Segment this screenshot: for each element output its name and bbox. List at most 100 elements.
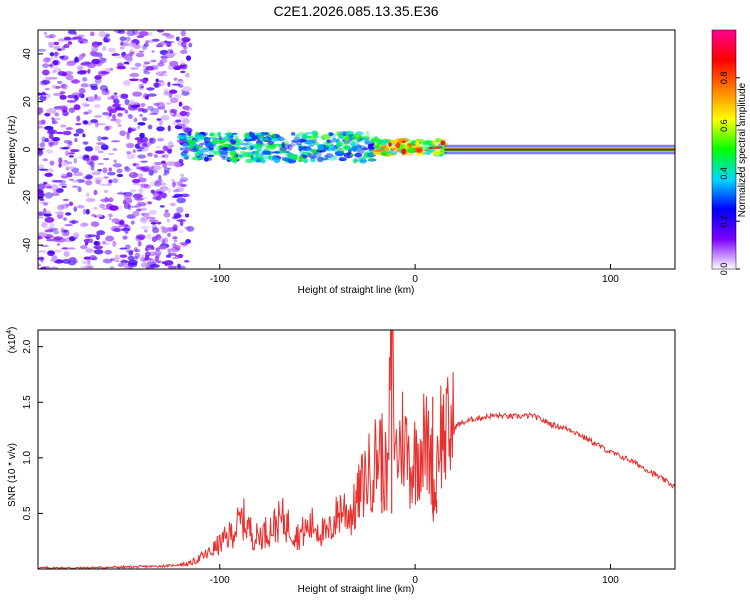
heatmap-cell [56,131,64,135]
heatmap-cell [160,115,170,121]
heatmap-cell [62,198,69,202]
heatmap-cell [56,243,61,246]
heatmap-cell [99,198,109,202]
heatmap-cell [434,137,442,143]
heatmap-cell [184,213,190,218]
heatmap-cell [107,152,115,155]
colorbar-tick-label: 0.8 [719,72,729,85]
heatmap-cell [223,157,232,161]
heatmap-cell [143,71,151,75]
heatmap-cell [108,217,112,220]
heatmap-cell [177,181,183,187]
heatmap-cell [339,133,343,138]
heatmap-cell [112,240,117,247]
heatmap-cell [90,119,98,123]
heatmap-cell [93,176,104,182]
heatmap-cell [68,151,75,155]
heatmap-cell [165,34,175,39]
heatmap-cell [119,46,125,50]
heatmap-cell [428,140,434,144]
heatmap-cell [168,92,173,99]
heatmap-cell [267,141,275,145]
heatmap-cell [67,94,78,99]
heatmap-cell [89,50,97,57]
heatmap-cell [45,76,55,80]
colorbar-tick-label: 0.4 [719,167,729,180]
heatmap-cell [119,219,125,226]
heatmap-cell [174,94,182,98]
heatmap-cell [316,156,324,163]
heatmap-cell [256,157,261,163]
heatmap-cell [111,257,121,261]
heatmap-cell [139,132,145,138]
heatmap-cell [408,143,418,147]
heatmap-cell [184,107,193,111]
heatmap-cell [140,160,149,163]
heatmap-cell [305,132,315,135]
heatmap-cell [61,258,71,264]
heatmap-cell [276,137,286,142]
heatmap-cell [180,49,188,54]
heatmap-cell [428,146,434,149]
heatmap-cell [440,151,445,155]
heatmap-cell [87,109,93,114]
heatmap-cell [89,31,95,37]
heatmap-cell [152,191,162,197]
heatmap-cell [112,228,121,232]
heatmap-cell [297,159,305,162]
spectrogram-y-label: Frequency (Hz) [7,116,18,185]
heatmap-cell [44,172,54,177]
heatmap-cell [354,157,362,163]
heatmap-cell [84,146,94,152]
heatmap-cell [164,90,169,95]
heatmap-cell [137,122,146,126]
heatmap-cell [59,94,67,100]
heatmap-cell [89,161,95,167]
heatmap-cell [67,141,73,146]
heatmap-cell [407,147,416,153]
heatmap-cell [129,72,140,78]
heatmap-cell [131,128,135,132]
heatmap-cell [87,68,91,74]
heatmap-cell [41,69,50,76]
snr-frame [37,329,676,570]
heatmap-cell [66,203,70,207]
heatmap-cell [125,36,131,42]
heatmap-cell [93,189,98,196]
heatmap-cell [90,221,100,227]
heatmap-cell [388,146,397,149]
heatmap-cell [54,112,60,117]
heatmap-cell [250,154,254,160]
heatmap-cell [41,136,47,143]
heatmap-cell [108,167,112,172]
heatmap-cell [41,79,51,85]
heatmap-cell [45,57,54,60]
heatmap-cell [217,139,228,144]
heatmap-cell [44,125,54,131]
heatmap-cell [85,208,90,215]
heatmap-cell [289,143,296,147]
heatmap-cell [64,159,68,163]
y-tick-label: 0.5 [22,506,33,520]
heatmap-cell [124,98,130,106]
heatmap-cell [73,32,78,36]
heatmap-cell [212,139,218,145]
heatmap-cell [41,222,48,228]
heatmap-cell [309,149,319,153]
heatmap-cell [336,147,341,152]
heatmap-cell [100,57,107,63]
heatmap-cell [137,177,147,183]
heatmap-cell [48,227,59,231]
heatmap-cell [46,210,51,214]
heatmap-cell [102,167,108,174]
heatmap-cell [352,133,362,140]
heatmap-cell [169,112,175,116]
heatmap-cell [38,183,46,190]
heatmap-cell [39,142,46,148]
heatmap-cell [137,173,144,179]
colorbar-tick-label: 0.2 [719,215,729,228]
heatmap-cell [401,140,406,144]
heatmap-cell [274,143,282,146]
heatmap-cell [154,82,160,88]
heatmap-cell [107,171,116,176]
